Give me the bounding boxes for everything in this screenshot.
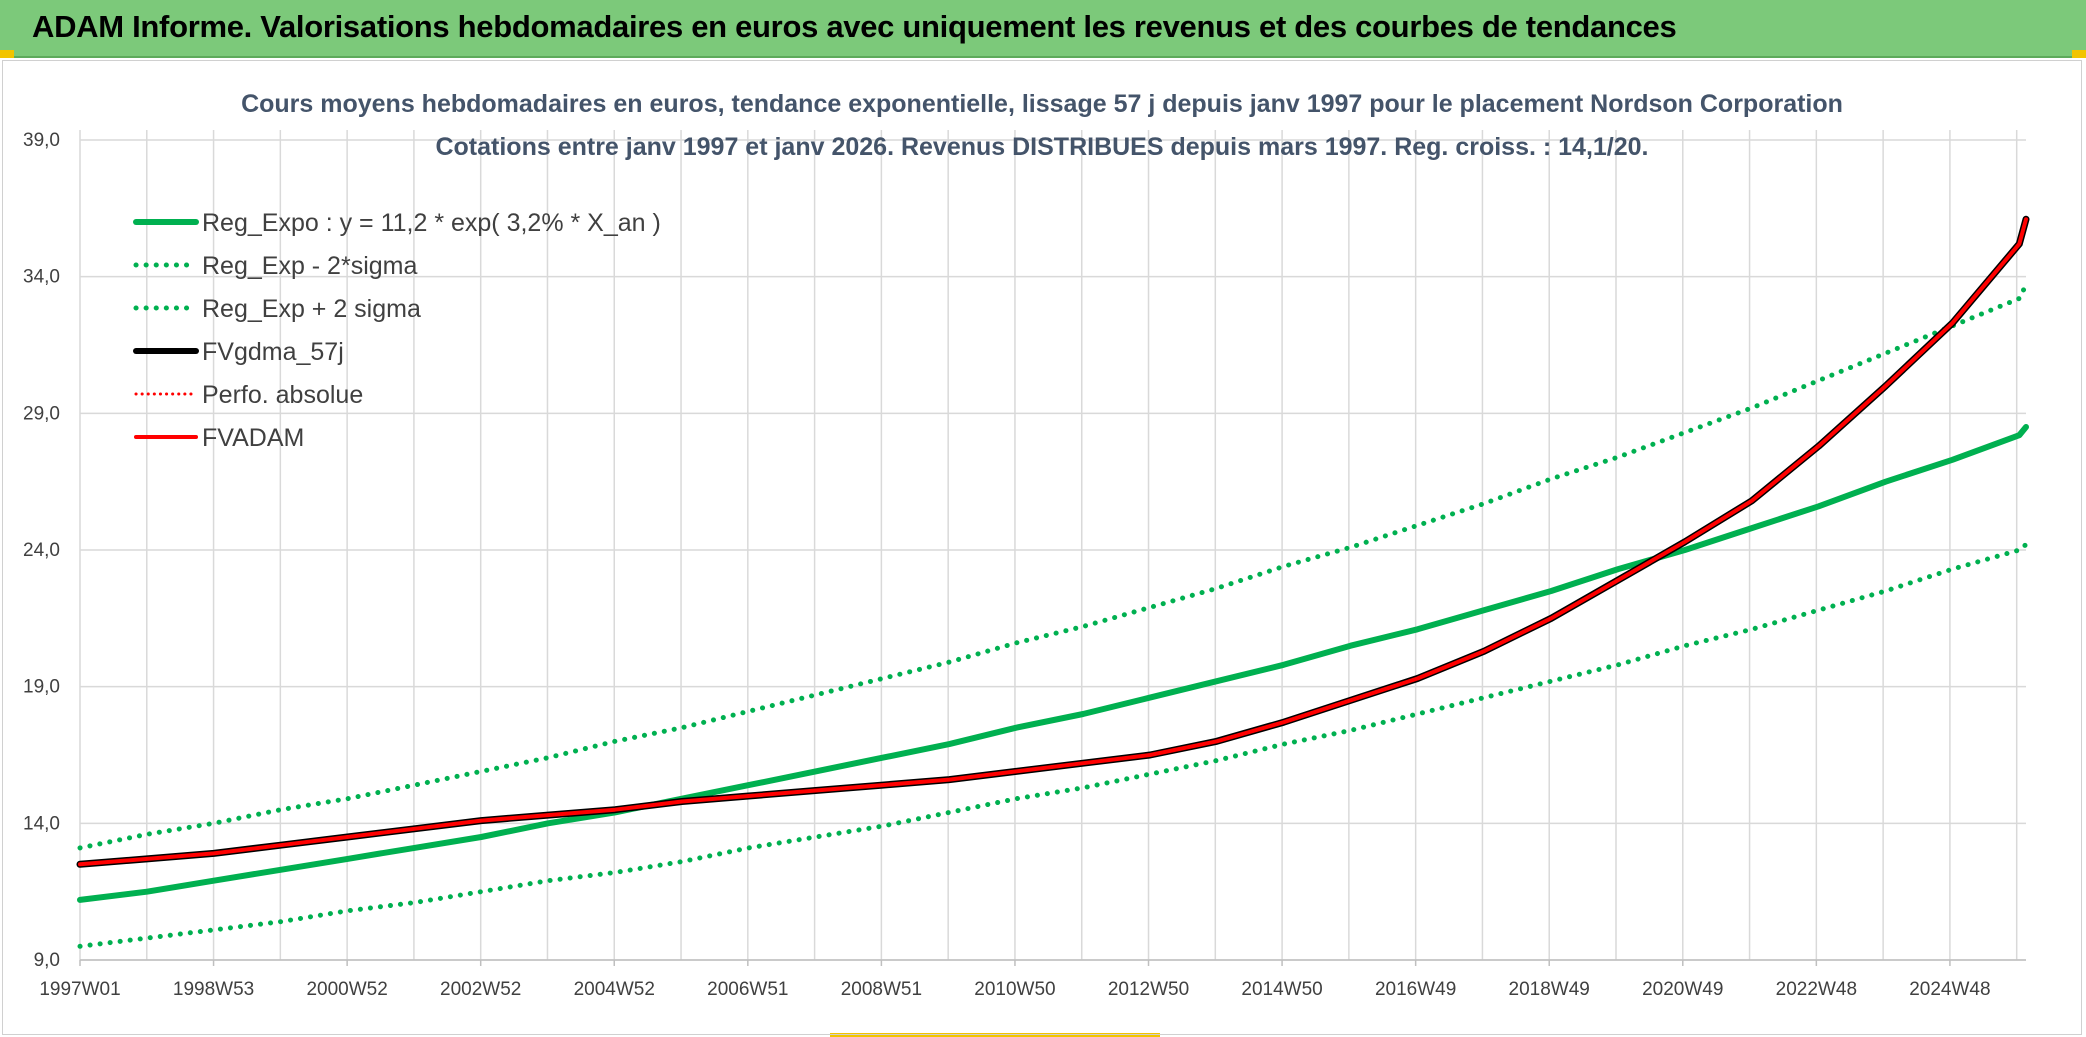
page-title: ADAM Informe. Valorisations hebdomadaire… [32, 9, 1677, 44]
legend: Reg_Expo : y = 11,2 * exp( 3,2% * X_an )… [133, 209, 661, 452]
x-tick-label: 1997W01 [39, 979, 120, 1000]
x-tick-label: 2018W49 [1509, 979, 1590, 1000]
y-tick-label: 34,0 [23, 267, 60, 288]
series-line-1 [77, 542, 2029, 949]
legend-label-5: FVADAM [202, 424, 304, 452]
header-bar: ADAM Informe. Valorisations hebdomadaire… [0, 0, 2086, 58]
legend-label-1: Reg_Exp - 2*sigma [202, 252, 417, 280]
x-tick-label: 2022W48 [1776, 979, 1857, 1000]
y-tick-label: 39,0 [23, 130, 60, 151]
x-tick-label: 2010W50 [974, 979, 1055, 1000]
y-tick-label: 9,0 [34, 950, 60, 971]
series-line-0 [77, 424, 2029, 903]
x-tick-label: 2012W50 [1108, 979, 1189, 1000]
y-tick-label: 24,0 [23, 540, 60, 561]
x-tick-label: 2014W50 [1241, 979, 1322, 1000]
x-axis: 1997W01 1998W53 2000W52 2002W52 2004W52 2006W… [39, 959, 2026, 1000]
x-tick-label: 2002W52 [440, 979, 521, 1000]
y-tick-label: 29,0 [23, 403, 60, 424]
series-line-2 [77, 282, 2029, 851]
grid [79, 130, 2026, 961]
legend-label-0: Reg_Expo : y = 11,2 * exp( 3,2% * X_an ) [202, 209, 661, 237]
x-tick-label: 2004W52 [574, 979, 655, 1000]
legend-label-4: Perfo. absolue [202, 381, 363, 409]
x-tick-label: 2008W51 [841, 979, 922, 1000]
x-tick-label: 2020W49 [1642, 979, 1723, 1000]
y-tick-label: 14,0 [23, 813, 60, 834]
legend-label-3: FVgdma_57j [202, 338, 344, 366]
legend-label-2: Reg_Exp + 2 sigma [202, 295, 421, 323]
x-tick-label: 2000W52 [306, 979, 387, 1000]
x-tick-label: 2006W51 [707, 979, 788, 1000]
x-tick-label: 2024W48 [1909, 979, 1990, 1000]
x-tick-label: 2016W49 [1375, 979, 1456, 1000]
corner-mark-top-left [0, 50, 14, 58]
chart-frame [2, 60, 2082, 1035]
corner-mark-top-right [2072, 50, 2086, 58]
series-area [76, 215, 2030, 949]
y-tick-label: 19,0 [23, 677, 60, 698]
y-axis: 9,0 14,0 19,0 24,0 29,0 34,0 39,0 [23, 130, 60, 971]
corner-mark-bottom-center [830, 1033, 1160, 1037]
series-line-4 [78, 217, 2028, 866]
x-tick-label: 1998W53 [173, 979, 254, 1000]
chart-title: Cours moyens hebdomadaires en euros, ten… [241, 90, 1843, 118]
chart-subtitle: Cotations entre janv 1997 et janv 2026. … [435, 133, 1648, 161]
